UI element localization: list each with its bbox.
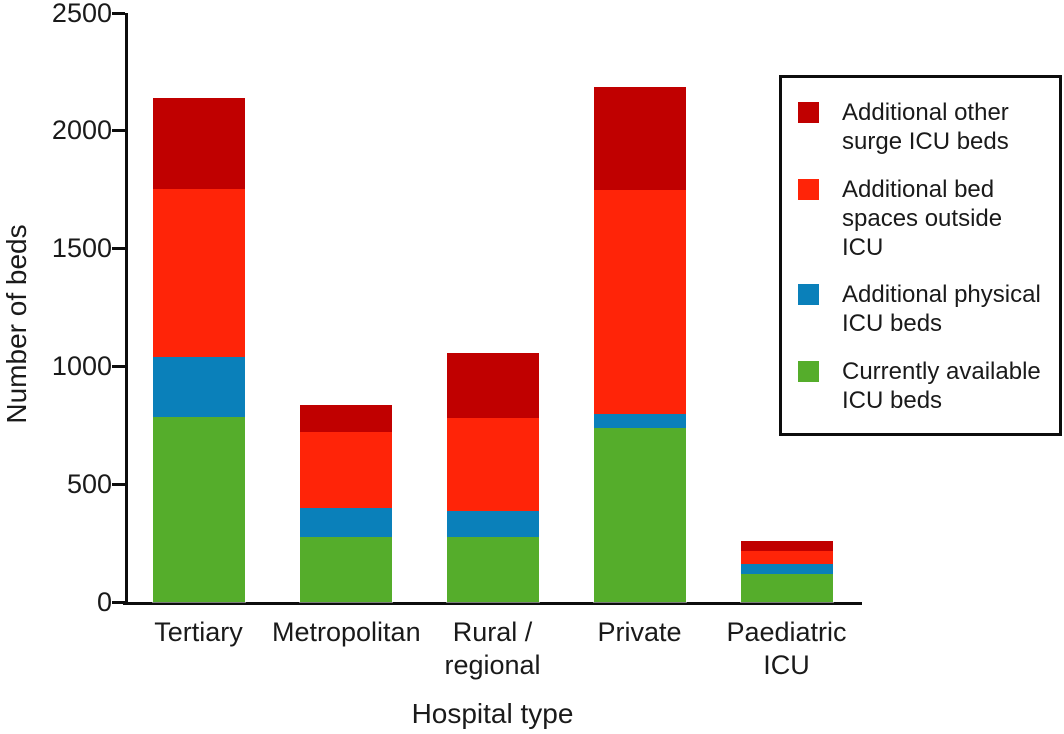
bar-segment — [740, 564, 833, 574]
bar-segment — [740, 551, 833, 565]
x-tick-label: Rural / regional — [444, 617, 541, 680]
y-tick — [112, 482, 125, 486]
bar-segment — [299, 405, 392, 433]
bar-slot — [713, 13, 860, 602]
x-axis-title: Hospital type — [411, 698, 574, 729]
bar-slot — [272, 13, 419, 602]
bar-paediatric-icu — [740, 540, 833, 602]
legend-entry: Currently available ICU beds — [798, 357, 1045, 415]
legend-label: Additional physical ICU beds — [842, 281, 1041, 338]
legend-swatch — [798, 102, 819, 123]
y-tick-label: 2500 — [51, 0, 112, 28]
bar-segment — [299, 537, 392, 602]
bar-segment — [152, 357, 245, 418]
legend: Additional other surge ICU beds Additiona… — [779, 75, 1062, 436]
x-axis-line — [123, 602, 862, 605]
bar-segment — [299, 432, 392, 508]
bar-segment — [152, 188, 245, 357]
y-axis-title: Number of beds — [1, 224, 32, 424]
bar-segment — [740, 540, 833, 552]
legend-entry: Additional physical ICU beds — [798, 280, 1045, 338]
bar-slot — [566, 13, 713, 602]
bar-segment — [446, 511, 539, 538]
x-tick-label: Paediatric ICU — [726, 617, 847, 680]
legend-swatch — [798, 360, 819, 382]
bar-segment — [593, 413, 686, 428]
y-tick-label: 0 — [96, 586, 112, 617]
x-tick-label: Private — [597, 617, 682, 647]
y-tick-label: 1500 — [51, 233, 112, 264]
legend-label: Additional other surge ICU beds — [842, 99, 1009, 155]
x-tick-label: Metropolitan — [272, 617, 421, 647]
y-tick — [112, 129, 125, 133]
bar-segment — [446, 537, 539, 602]
bar-slot — [125, 13, 272, 602]
bar-rural-regional — [446, 353, 539, 602]
bar-segment — [446, 418, 539, 512]
y-tick — [112, 364, 125, 368]
bar-private — [593, 87, 686, 602]
x-tick-label: Tertiary — [154, 617, 243, 647]
plot-area: 0 500 1000 1500 2000 2500 — [52, 0, 862, 615]
y-tick — [112, 247, 125, 251]
legend-entry: Additional bed spaces outside ICU — [798, 175, 1045, 262]
bar-segment — [446, 353, 539, 419]
bar-segment — [152, 97, 245, 189]
legend-entry: Additional other surge ICU beds — [798, 98, 1045, 156]
legend-label: Additional bed spaces outside ICU — [842, 175, 1003, 261]
bar-segment — [593, 87, 686, 190]
y-tick-label: 2000 — [51, 115, 112, 146]
bar-metropolitan — [299, 405, 392, 602]
y-tick — [112, 600, 125, 604]
y-tick-label: 1000 — [51, 350, 112, 381]
y-tick — [112, 11, 125, 15]
bar-segment — [299, 507, 392, 538]
y-tick-label: 500 — [66, 468, 112, 499]
bar-slot — [419, 13, 566, 602]
bar-segment — [593, 427, 686, 602]
bar-segment — [152, 417, 245, 602]
y-axis-line — [125, 13, 128, 602]
legend-swatch — [798, 178, 819, 200]
legend-label: Currently available ICU beds — [842, 357, 1041, 414]
bar-segment — [740, 573, 833, 602]
bar-segment — [593, 189, 686, 414]
bar-tertiary — [152, 97, 245, 602]
legend-swatch — [798, 284, 819, 306]
